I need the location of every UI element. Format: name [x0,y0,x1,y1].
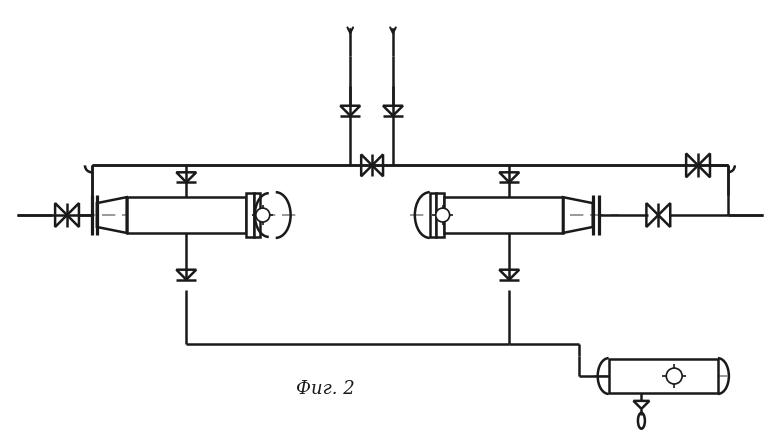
Circle shape [256,208,270,222]
Text: Фиг. 2: Фиг. 2 [296,380,354,398]
Bar [430,193,436,237]
Bar [246,193,254,237]
Bar [608,359,718,393]
Circle shape [436,208,449,222]
Bar [126,197,246,233]
Bar [444,197,563,233]
Bar [436,193,444,237]
Bar [254,193,260,237]
Circle shape [666,368,682,384]
